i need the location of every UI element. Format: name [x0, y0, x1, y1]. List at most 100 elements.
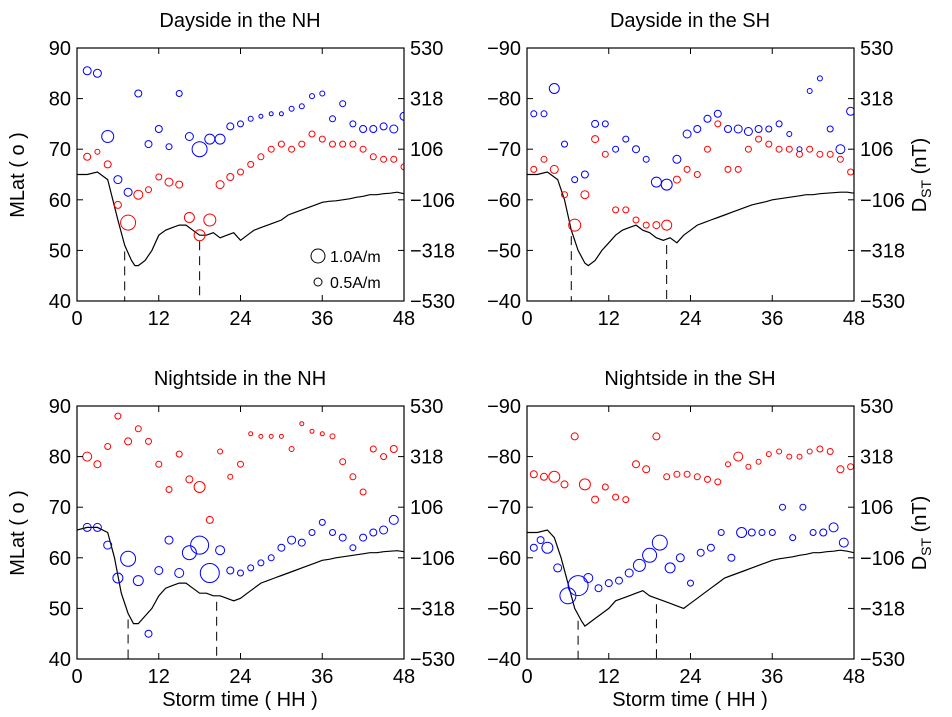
fac-point — [329, 529, 336, 536]
fac-point — [120, 214, 137, 231]
fac-point — [816, 150, 824, 158]
y-tick-label: −80 — [487, 89, 521, 111]
fac-point — [288, 446, 295, 452]
fac-point — [124, 437, 133, 446]
fac-point — [132, 575, 144, 587]
y-tick-label: −70 — [487, 497, 521, 519]
fac-point — [349, 544, 357, 552]
fac-point — [651, 534, 668, 551]
y-axis-right-label: DST (nT) — [909, 496, 934, 571]
plot-area: 0 12 24 36 48 −90 −80 −70 −60 −50 −40 530 318 106 −106… — [487, 396, 905, 688]
fac-point — [145, 437, 152, 445]
y2-tick-label: −530 — [860, 649, 905, 671]
fac-point — [704, 145, 711, 153]
plot-area: 0 12 24 36 48 90 80 70 60 50 40 530 318 106 −106 −318 −5… — [49, 396, 455, 688]
fac-point — [652, 432, 661, 441]
fac-point — [819, 528, 828, 537]
fac-point — [796, 150, 803, 158]
y2-tick-label: 318 — [410, 447, 443, 469]
fac-point — [672, 175, 681, 184]
fac-point — [594, 584, 603, 593]
x-tick-label: 36 — [761, 308, 783, 330]
fac-point — [308, 130, 316, 138]
fac-point — [559, 587, 577, 605]
fac-point — [103, 160, 112, 169]
fac-point — [204, 133, 216, 145]
fac-point — [663, 473, 671, 481]
y2-tick-label: 530 — [410, 396, 443, 418]
fac-point — [120, 550, 137, 567]
x-tick-label: 48 — [843, 308, 865, 330]
dst-line — [527, 529, 854, 627]
fac-point — [540, 472, 548, 481]
fac-point — [288, 105, 295, 112]
fac-point — [826, 125, 834, 133]
fac-point — [806, 145, 814, 153]
fac-point — [540, 110, 548, 118]
fac-point — [257, 559, 265, 567]
plot-area: 0 12 24 36 48 −90 −80 −70 −60 −50 −40 530 318 106 −106… — [487, 38, 905, 330]
fac-point — [632, 216, 640, 224]
fac-point — [390, 155, 398, 163]
fac-point — [714, 478, 722, 486]
fac-point — [359, 488, 367, 496]
fac-point — [226, 566, 235, 575]
fac-point — [796, 453, 803, 460]
y2-tick-label: −530 — [410, 291, 455, 313]
fac-point — [785, 145, 793, 153]
y2-tick-label: 106 — [860, 497, 893, 519]
fac-point — [175, 90, 183, 97]
fac-point — [214, 133, 226, 145]
fac-point — [765, 140, 773, 148]
fac-point — [799, 503, 807, 511]
fac-point — [389, 445, 398, 453]
fac-point — [175, 450, 183, 458]
y2-tick-label: 530 — [410, 38, 443, 60]
y2-tick-label: −530 — [410, 649, 455, 671]
y-tick-label: 40 — [49, 291, 71, 313]
fac-point — [568, 218, 582, 232]
y-tick-label: −40 — [487, 649, 521, 671]
fac-point — [145, 186, 152, 194]
fac-point — [601, 120, 609, 128]
fac-point — [165, 143, 173, 151]
fac-point — [540, 155, 548, 163]
fac-point — [571, 176, 579, 184]
fac-point — [123, 187, 133, 197]
fac-point — [267, 145, 275, 153]
fac-point — [359, 533, 368, 542]
fac-point — [561, 140, 568, 148]
fac-point — [82, 451, 93, 462]
fac-point — [675, 553, 685, 563]
fac-point — [257, 153, 265, 161]
y-tick-label: 40 — [49, 649, 71, 671]
fac-point — [682, 129, 692, 139]
fac-point — [309, 428, 315, 434]
fac-point — [379, 122, 388, 131]
fac-point — [583, 573, 594, 583]
dst-line — [527, 171, 854, 267]
fac-point — [380, 155, 388, 163]
fac-point — [768, 529, 776, 536]
fac-point — [183, 212, 195, 223]
plot-area: 0 12 24 36 48 90 80 70 60 50 40 530 318 106 −106 −318 −5… — [49, 38, 455, 330]
x-tick-label: 0 — [521, 308, 532, 330]
fac-point — [380, 453, 388, 461]
fac-point — [765, 125, 773, 133]
fac-point — [205, 515, 214, 524]
fac-point — [642, 221, 650, 229]
fac-point — [298, 103, 305, 110]
fac-point — [164, 535, 174, 545]
x-tick-label: 36 — [311, 666, 333, 688]
fac-point — [114, 412, 122, 420]
fac-point — [835, 144, 846, 155]
fac-point — [298, 140, 306, 148]
y2-tick-label: −318 — [860, 240, 905, 262]
fac-point — [660, 178, 673, 191]
fac-point — [277, 140, 285, 148]
dst-subscript: ST — [918, 179, 934, 197]
fac-point — [541, 541, 554, 554]
fac-point — [247, 564, 255, 572]
fac-point — [359, 145, 367, 153]
